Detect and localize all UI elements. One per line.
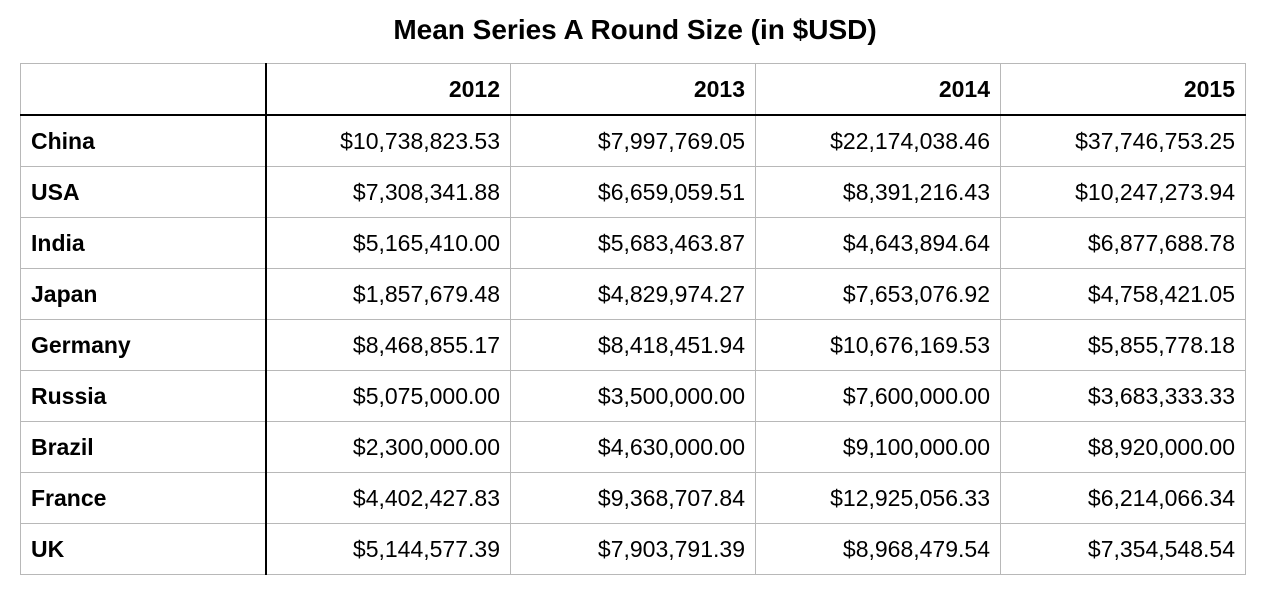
chart-title: Mean Series A Round Size (in $USD) <box>393 14 877 45</box>
row-label-russia: Russia <box>20 370 267 422</box>
table-row: India $5,165,410.00 $5,683,463.87 $4,643,89… <box>20 217 1246 269</box>
table-row: France $4,402,427.83 $9,368,707.84 $12,925,… <box>20 472 1246 524</box>
cell-uk-2013: $7,903,791.39 <box>510 523 756 575</box>
cell-china-2012: $10,738,823.53 <box>265 114 511 167</box>
cell-india-2013: $5,683,463.87 <box>510 217 756 269</box>
cell-brazil-2012: $2,300,000.00 <box>265 421 511 473</box>
cell-japan-2014: $7,653,076.92 <box>755 268 1001 320</box>
cell-germany-2012: $8,468,855.17 <box>265 319 511 371</box>
cell-usa-2013: $6,659,059.51 <box>510 166 756 218</box>
cell-germany-2014: $10,676,169.53 <box>755 319 1001 371</box>
row-label-germany: Germany <box>20 319 267 371</box>
table-body: China $10,738,823.53 $7,997,769.05 $22,174,… <box>20 114 1246 575</box>
cell-germany-2013: $8,418,451.94 <box>510 319 756 371</box>
cell-brazil-2013: $4,630,000.00 <box>510 421 756 473</box>
table-row: USA $7,308,341.88 $6,659,059.51 $8,391,216.… <box>20 166 1246 218</box>
row-label-china: China <box>20 114 267 167</box>
table-row: Germany $8,468,855.17 $8,418,451.94 $10,676… <box>20 319 1246 371</box>
cell-france-2012: $4,402,427.83 <box>265 472 511 524</box>
cell-france-2013: $9,368,707.84 <box>510 472 756 524</box>
column-header-2014: 2014 <box>755 63 1001 116</box>
cell-france-2014: $12,925,056.33 <box>755 472 1001 524</box>
cell-india-2014: $4,643,894.64 <box>755 217 1001 269</box>
table-row: China $10,738,823.53 $7,997,769.05 $22,174,… <box>20 114 1246 167</box>
cell-japan-2013: $4,829,974.27 <box>510 268 756 320</box>
cell-japan-2015: $4,758,421.05 <box>1000 268 1246 320</box>
header-row: 2012 2013 2014 2015 <box>20 63 1246 116</box>
table-row: UK $5,144,577.39 $7,903,791.39 $8,968,479.5… <box>20 523 1246 575</box>
cell-russia-2015: $3,683,333.33 <box>1000 370 1246 422</box>
cell-russia-2013: $3,500,000.00 <box>510 370 756 422</box>
cell-brazil-2015: $8,920,000.00 <box>1000 421 1246 473</box>
cell-usa-2015: $10,247,273.94 <box>1000 166 1246 218</box>
table-row: Russia $5,075,000.00 $3,500,000.00 $7,600,0… <box>20 370 1246 422</box>
cell-brazil-2014: $9,100,000.00 <box>755 421 1001 473</box>
cell-russia-2012: $5,075,000.00 <box>265 370 511 422</box>
cell-india-2015: $6,877,688.78 <box>1000 217 1246 269</box>
cell-usa-2014: $8,391,216.43 <box>755 166 1001 218</box>
row-label-india: India <box>20 217 267 269</box>
cell-france-2015: $6,214,066.34 <box>1000 472 1246 524</box>
cell-china-2013: $7,997,769.05 <box>510 114 756 167</box>
row-label-japan: Japan <box>20 268 267 320</box>
cell-usa-2012: $7,308,341.88 <box>265 166 511 218</box>
cell-uk-2015: $7,354,548.54 <box>1000 523 1246 575</box>
cell-china-2015: $37,746,753.25 <box>1000 114 1246 167</box>
row-label-france: France <box>20 472 267 524</box>
column-header-2012: 2012 <box>265 63 511 116</box>
column-header-2015: 2015 <box>1000 63 1246 116</box>
cell-india-2012: $5,165,410.00 <box>265 217 511 269</box>
cell-china-2014: $22,174,038.46 <box>755 114 1001 167</box>
cell-japan-2012: $1,857,679.48 <box>265 268 511 320</box>
row-label-usa: USA <box>20 166 267 218</box>
cell-germany-2015: $5,855,778.18 <box>1000 319 1246 371</box>
column-header-2013: 2013 <box>510 63 756 116</box>
row-label-uk: UK <box>20 523 267 575</box>
table-row: Brazil $2,300,000.00 $4,630,000.00 $9,100,0… <box>20 421 1246 473</box>
row-label-brazil: Brazil <box>20 421 267 473</box>
cell-russia-2014: $7,600,000.00 <box>755 370 1001 422</box>
corner-cell <box>20 63 267 116</box>
table-row: Japan $1,857,679.48 $4,829,974.27 $7,653,07… <box>20 268 1246 320</box>
data-table: 2012 2013 2014 2015 China $10,738,823.53 $… <box>20 63 1246 575</box>
cell-uk-2012: $5,144,577.39 <box>265 523 511 575</box>
cell-uk-2014: $8,968,479.54 <box>755 523 1001 575</box>
